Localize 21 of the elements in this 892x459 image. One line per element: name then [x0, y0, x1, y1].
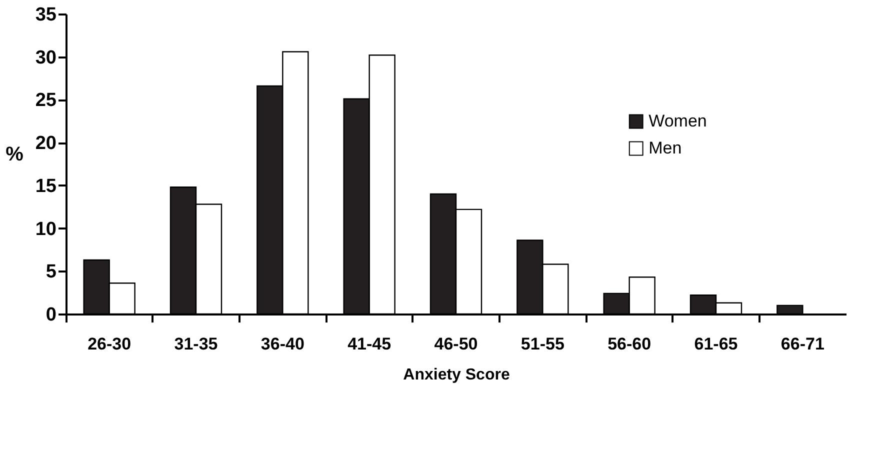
x-tick-label: 46-50 [434, 334, 478, 354]
x-tick-label: 41-45 [348, 334, 392, 354]
x-tick-label: 36-40 [260, 334, 304, 354]
legend-label: Men [648, 138, 682, 158]
x-tick-label: 61-65 [694, 334, 738, 354]
y-tick-label: 15 [35, 176, 57, 197]
y-axis-title: % [6, 144, 24, 166]
y-tick-label: 10 [35, 218, 56, 240]
x-tick-label: 51-55 [520, 334, 564, 354]
x-tick-label: 31-35 [174, 334, 218, 354]
x-axis-title: Anxiety Score [403, 366, 510, 384]
y-tick-label: 25 [35, 90, 57, 112]
y-tick-label: 5 [46, 262, 57, 283]
x-tick-label: 26-30 [88, 334, 132, 354]
y-tick-label: 35 [35, 4, 57, 26]
legend-label: Women [648, 112, 707, 130]
x-tick-label: 56-60 [608, 334, 652, 354]
y-tick-label: 0 [46, 304, 56, 326]
y-tick-label: 20 [35, 133, 56, 154]
x-tick-label: 66-71 [780, 334, 824, 354]
y-tick-label: 30 [35, 47, 56, 68]
